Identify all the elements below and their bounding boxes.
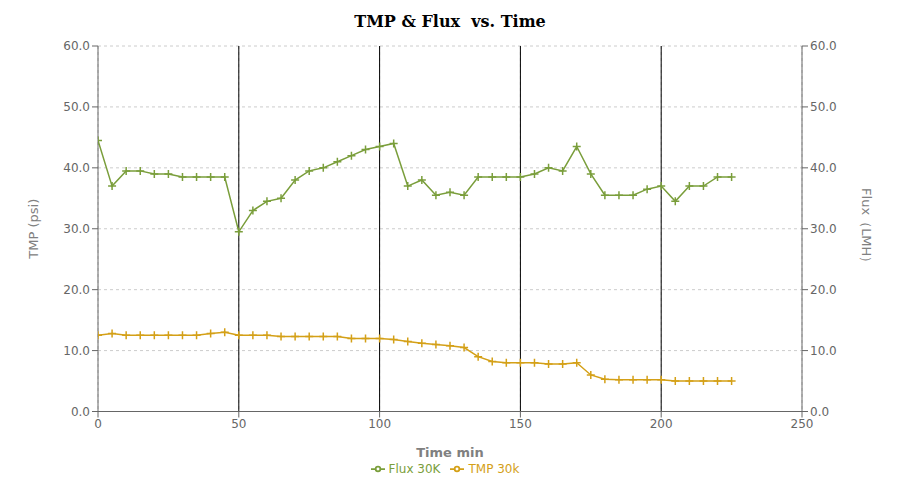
- svg-text:20.0: 20.0: [63, 283, 90, 297]
- svg-text:TMP (psi): TMP (psi): [26, 199, 41, 260]
- svg-text:0: 0: [94, 417, 102, 431]
- svg-text:10.0: 10.0: [810, 344, 837, 358]
- svg-text:0.0: 0.0: [810, 405, 829, 419]
- svg-text:40.0: 40.0: [63, 161, 90, 175]
- html-text:TMP 30k: TMP 30k: [468, 461, 520, 476]
- html-text:Flux 30K: Flux 30K: [388, 461, 441, 476]
- svg-text:50: 50: [231, 417, 246, 431]
- svg-text:60.0: 60.0: [63, 39, 90, 53]
- svg-text:50.0: 50.0: [63, 100, 90, 114]
- svg-text:50.0: 50.0: [810, 100, 837, 114]
- svg-text:250: 250: [791, 417, 814, 431]
- svg-text:200: 200: [650, 417, 673, 431]
- svg-text:0.0: 0.0: [71, 405, 90, 419]
- svg-text:60.0: 60.0: [810, 39, 837, 53]
- svg-text:30.0: 30.0: [810, 222, 837, 236]
- svg-text:10.0: 10.0: [63, 344, 90, 358]
- svg-text:20.0: 20.0: [810, 283, 837, 297]
- svg-text:30.0: 30.0: [63, 222, 90, 236]
- svg-text:100: 100: [368, 417, 391, 431]
- html-text:TMP & Flux vs. Time: TMP & Flux vs. Time: [354, 12, 546, 31]
- svg-text:150: 150: [509, 417, 532, 431]
- svg-text:Time min: Time min: [416, 445, 483, 460]
- svg-text:40.0: 40.0: [810, 161, 837, 175]
- svg-text:Flux（LMH）: Flux（LMH）: [859, 188, 874, 269]
